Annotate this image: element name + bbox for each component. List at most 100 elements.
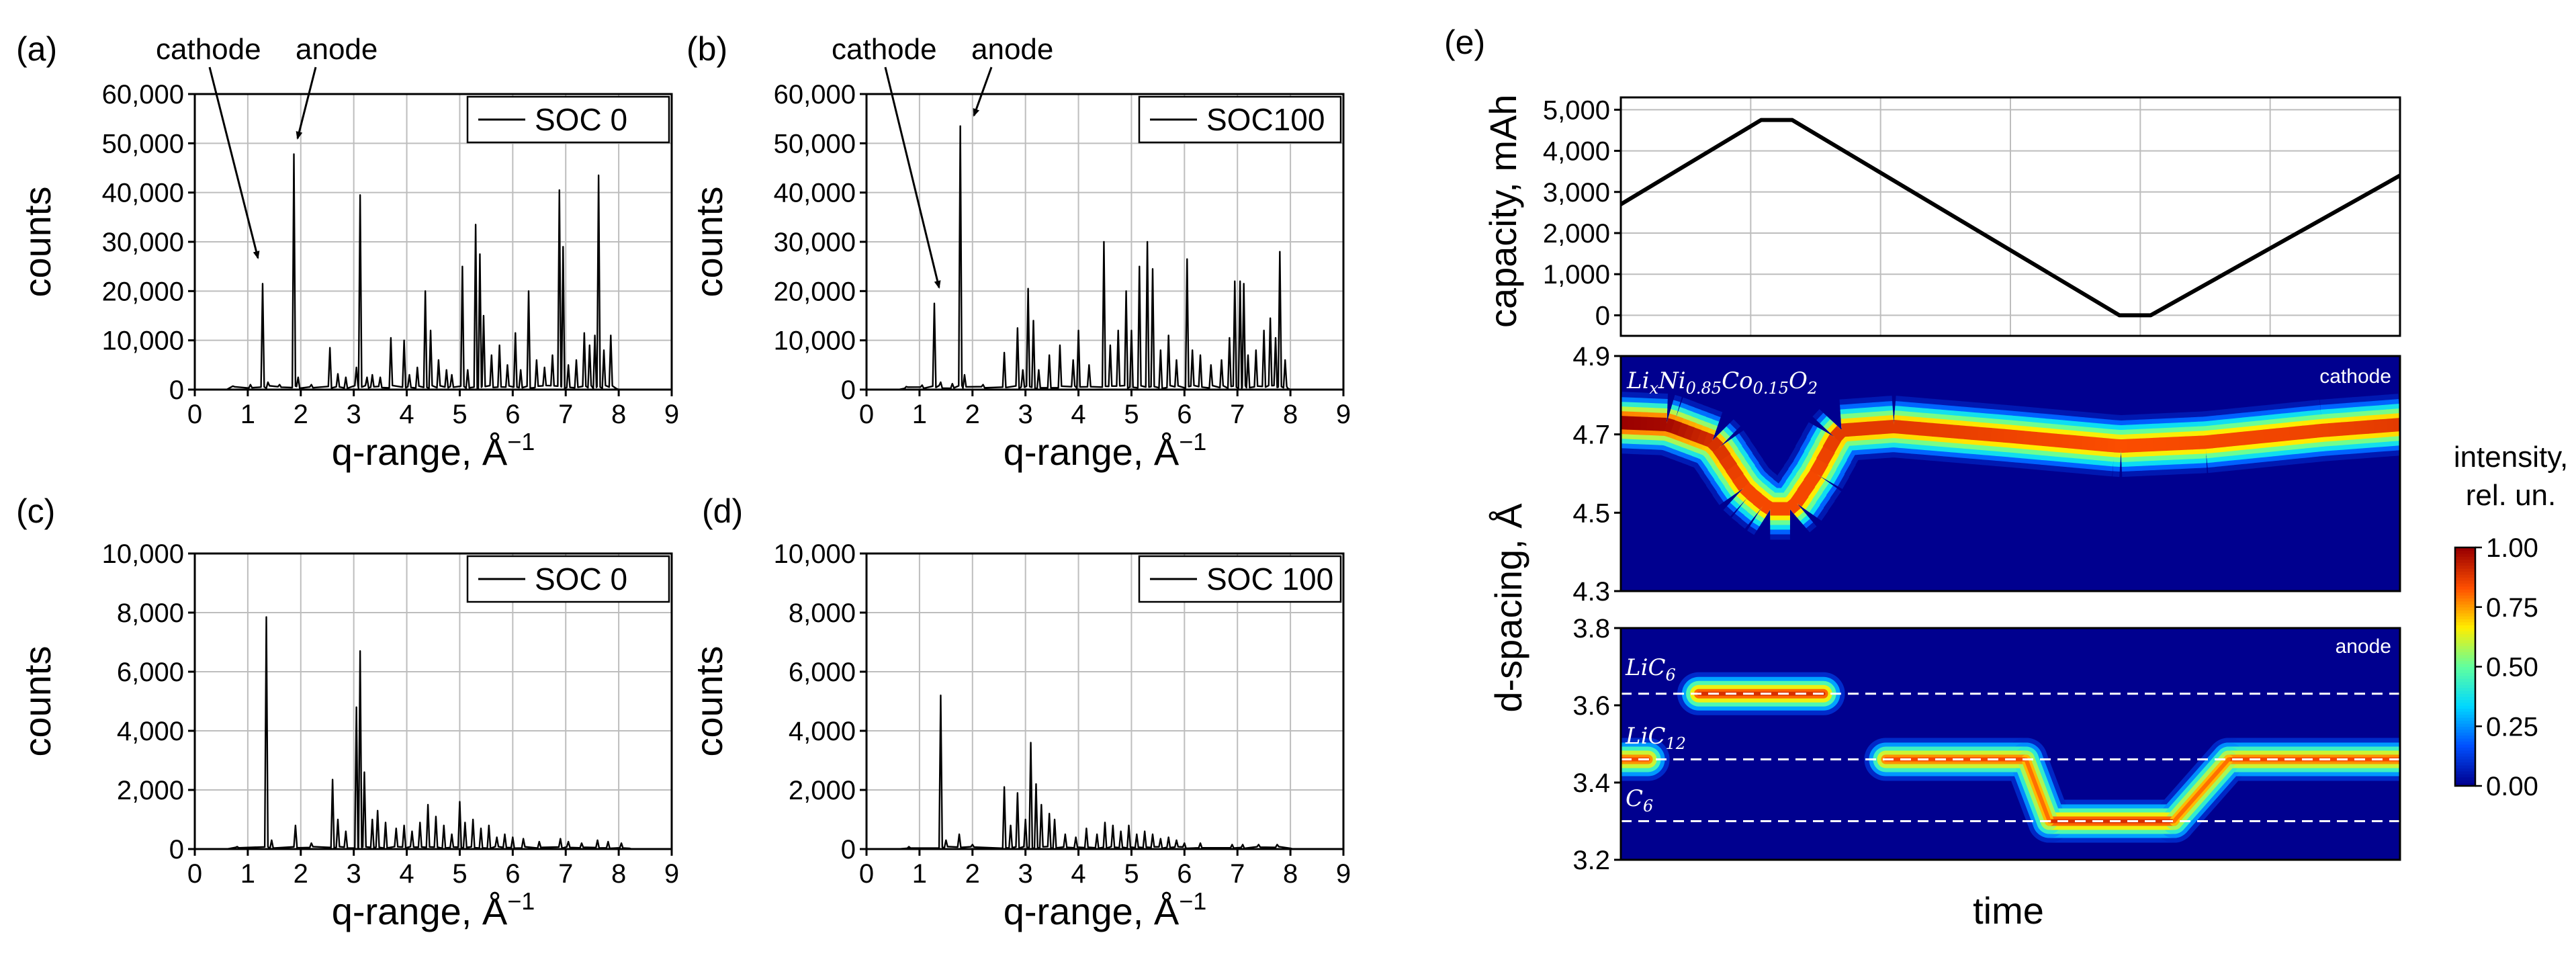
- colorbar-step: [2455, 637, 2475, 641]
- cathode-tick-label: 4.5: [1572, 498, 1610, 528]
- e-axes: 4.3 4.5 4.7 4.9 3.2 3.4 3.6 3.8: [1572, 342, 2401, 875]
- cathode-ridge-segment: [1996, 428, 2005, 443]
- cathode-ridge-segment: [1971, 426, 1980, 441]
- colorbar-step: [2455, 744, 2475, 748]
- panel-label-e: (e): [1444, 24, 1485, 61]
- x-tick-label: 1: [912, 859, 927, 889]
- colorbar-step: [2455, 714, 2475, 718]
- colorbar-step: [2455, 708, 2475, 712]
- cathode-ridge-segment: [2042, 432, 2051, 447]
- label-lic12: LiC12: [1625, 723, 1686, 753]
- colorbar-tick-label: 0.50: [2486, 653, 2538, 682]
- cathode-ridge-segment: [1760, 498, 1775, 515]
- colorbar-step: [2455, 633, 2475, 637]
- cathode-ridge-segment: [2354, 420, 2362, 435]
- y-axis-label: counts: [688, 646, 730, 757]
- cathode-ridge-segment: [1790, 489, 1809, 507]
- cathode-ridge-segment: [1726, 463, 1744, 482]
- colorbar-step: [2455, 729, 2475, 733]
- y-axis-label: counts: [16, 646, 58, 757]
- y-axis-label: counts: [688, 187, 730, 298]
- colorbar-step: [2455, 592, 2475, 596]
- anode-tag: anode: [2336, 635, 2391, 658]
- cathode-ridge-segment: [1664, 418, 1675, 433]
- x-axis-label: q-range, Å−1: [1004, 887, 1207, 932]
- x-tick-label: 8: [611, 400, 626, 429]
- cathode-ridge-segment: [1739, 482, 1756, 499]
- cathode-ridge-segment: [2373, 419, 2382, 433]
- x-tick-label: 7: [1230, 859, 1245, 889]
- cathode-ridge-segment: [2114, 439, 2122, 453]
- spectrum-line: [867, 695, 1294, 850]
- y-tick-label: 4,000: [117, 717, 184, 746]
- cathode-ridge-segment: [1746, 488, 1762, 504]
- x-axis-label: q-range, Å−1: [332, 428, 535, 473]
- cathode-ridge-segment: [1719, 453, 1738, 472]
- colorbar-step: [2455, 639, 2475, 644]
- anode-transition: [2024, 757, 2051, 824]
- y-tick-label: 4,000: [789, 717, 856, 746]
- cathode-ridge-segment: [2217, 433, 2226, 448]
- x-axis-label: q-range, Å−1: [1004, 428, 1207, 473]
- annotation-anode-a: anode: [296, 33, 377, 66]
- colorbar-step: [2455, 669, 2475, 673]
- annotations-b: cathode anode: [832, 33, 1053, 289]
- cathode-ridge-segment: [2321, 423, 2329, 437]
- capacity-tick-label: 5,000: [1543, 95, 1610, 125]
- colorbar-step: [2455, 762, 2475, 766]
- arrow-cathode-b: [884, 66, 941, 289]
- y-tick-label: 0: [841, 835, 856, 864]
- cathode-ridge-segment: [1906, 420, 1914, 435]
- legend-label: SOC 0: [535, 562, 627, 596]
- cathode-ridge-segment: [2282, 427, 2291, 441]
- colorbar-title-1: intensity,: [2454, 441, 2568, 474]
- x-tick-label: 8: [1283, 400, 1298, 429]
- x-tick-label: 6: [1177, 859, 1192, 889]
- cathode-ridge-segment: [1912, 421, 1921, 436]
- colorbar-step: [2455, 687, 2475, 691]
- colorbar-step: [2455, 660, 2475, 664]
- x-tick-label: 5: [452, 400, 467, 429]
- colorbar-step: [2455, 652, 2475, 656]
- colorbar-step: [2455, 607, 2475, 611]
- cathode-ridge-segment: [2250, 430, 2258, 445]
- colorbar: intensity, rel. un. 0.00 0.25 0.50 0.75 1.00: [2454, 441, 2568, 801]
- legend-label: SOC 100: [1206, 562, 1333, 596]
- colorbar-step: [2455, 777, 2475, 781]
- y-tick-label: 0: [841, 375, 856, 405]
- legend-label: SOC100: [1206, 102, 1325, 137]
- colorbar-step: [2455, 598, 2475, 602]
- cathode-ridge-segment: [1899, 420, 1908, 435]
- colorbar-step: [2455, 550, 2475, 554]
- colorbar-step: [2455, 621, 2475, 625]
- x-tick-label: 3: [1018, 400, 1033, 429]
- cathode-ridge-segment: [1867, 421, 1875, 435]
- cathode-formula: LixNi0.85Co0.15O2: [1626, 367, 1818, 398]
- cathode-ridge-segment: [2302, 425, 2311, 439]
- chart-a: 0 1 2 3 4 5 6 7 8 9 0 10,000 20,000 30,000 40,000 50,00…: [16, 80, 679, 473]
- cathode-tick-label: 4.9: [1572, 342, 1610, 371]
- colorbar-step: [2455, 648, 2475, 652]
- anode-tick-label: 3.6: [1572, 691, 1610, 721]
- plot-frame: [865, 552, 1345, 850]
- cathode-tick-label: 4.3: [1572, 577, 1610, 607]
- label-lic6: LiC6: [1625, 654, 1676, 684]
- annotations-a: cathode anode: [156, 33, 377, 259]
- cathode-ridge-segment: [2224, 433, 2233, 447]
- colorbar-step: [2455, 756, 2475, 760]
- y-tick-label: 10,000: [102, 539, 184, 569]
- y-axis-label: counts: [16, 187, 58, 298]
- x-tick-label: 4: [1071, 400, 1085, 429]
- colorbar-step: [2455, 616, 2475, 620]
- colorbar-step: [2455, 678, 2475, 682]
- colorbar-step: [2455, 556, 2475, 560]
- cathode-ridge-segment: [2269, 428, 2278, 443]
- colorbar-step: [2455, 666, 2475, 670]
- x-axis-label: q-range, Å−1: [332, 887, 535, 932]
- panel-label-c: (c): [16, 492, 55, 530]
- colorbar-step: [2455, 696, 2475, 700]
- cathode-ridge-segment: [1830, 425, 1847, 443]
- colorbar-step: [2455, 699, 2475, 703]
- y-tick-label: 2,000: [789, 776, 856, 805]
- colorbar-step: [2455, 619, 2475, 623]
